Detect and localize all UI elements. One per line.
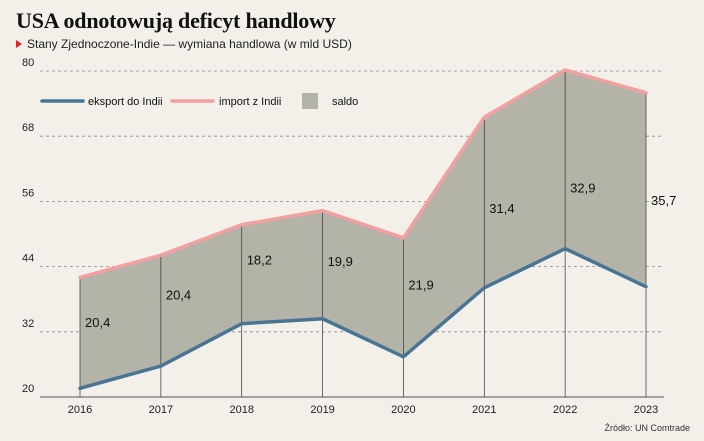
saldo-value-label: 19,9 <box>328 254 353 269</box>
chart-subtitle-text: Stany Zjednoczone-Indie — wymiana handlo… <box>27 37 352 51</box>
legend: eksport do Indii import z Indii saldo <box>40 93 358 109</box>
legend-import-label: import z Indii <box>219 96 281 108</box>
legend-saldo-swatch <box>302 93 318 109</box>
saldo-value-label: 20,4 <box>85 315 110 330</box>
y-tick-label: 68 <box>22 122 34 134</box>
saldo-area-fill <box>80 69 646 389</box>
year-lines <box>79 69 647 397</box>
x-tick-label: 2017 <box>149 404 173 416</box>
x-tick-label: 2020 <box>391 404 415 416</box>
chart-subtitle: Stany Zjednoczone-Indie — wymiana handlo… <box>16 37 352 51</box>
series-lines <box>78 68 648 391</box>
saldo-value-label: 20,4 <box>166 287 191 302</box>
saldo-value-label: 35,7 <box>651 193 676 208</box>
chart-title: USA odnotowują deficyt handlowy <box>16 8 336 33</box>
saldo-value-label: 21,9 <box>408 278 433 293</box>
export-line <box>78 246 648 391</box>
source-note: Źródło: UN Comtrade <box>604 423 690 433</box>
y-tick-label: 32 <box>22 318 34 330</box>
import-line <box>78 68 648 280</box>
x-tick-label: 2019 <box>310 404 334 416</box>
x-axis-ticks: 2016 2017 2018 2019 2020 2021 2022 2023 <box>68 404 658 416</box>
x-tick-label: 2016 <box>68 404 92 416</box>
y-axis-ticks: 20 32 44 56 68 80 <box>22 57 34 395</box>
x-tick-label: 2023 <box>634 404 658 416</box>
y-tick-label: 20 <box>22 383 34 395</box>
y-tick-label: 44 <box>22 253 34 265</box>
x-tick-label: 2018 <box>229 404 253 416</box>
y-tick-label: 80 <box>22 57 34 69</box>
saldo-area <box>80 69 646 389</box>
saldo-labels: 20,4 20,4 18,2 19,9 21,9 31,4 32,9 35,7 <box>85 180 676 330</box>
legend-saldo-label: saldo <box>332 96 358 108</box>
y-tick-label: 56 <box>22 187 34 199</box>
x-tick-label: 2021 <box>472 404 496 416</box>
x-tick-label: 2022 <box>553 404 577 416</box>
legend-export-label: eksport do Indii <box>88 96 163 108</box>
red-triangle-marker-icon <box>16 40 22 48</box>
saldo-value-label: 31,4 <box>489 201 514 216</box>
saldo-value-label: 32,9 <box>570 180 595 195</box>
saldo-value-label: 18,2 <box>247 253 272 268</box>
